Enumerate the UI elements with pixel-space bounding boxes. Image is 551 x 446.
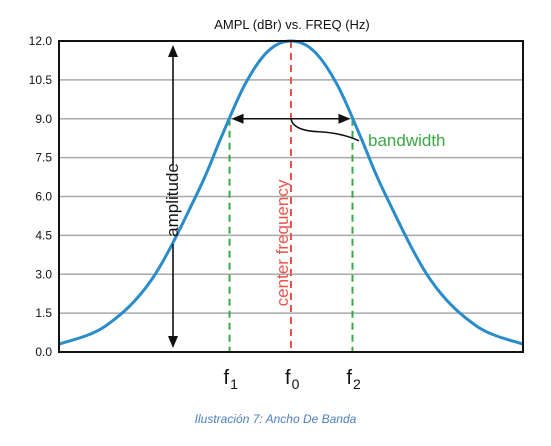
frequency-marker-labels: f1 f0 f2 — [224, 367, 362, 392]
bandwidth-label: bandwidth — [368, 131, 446, 150]
chart-title: AMPL (dBr) vs. FREQ (Hz) — [214, 17, 370, 32]
f2-subscript: 2 — [353, 376, 361, 392]
bandwidth-leader-line — [290, 118, 360, 142]
figure-caption: Ilustración 7: Ancho De Banda — [194, 412, 357, 426]
amplitude-arrow-head-down — [168, 336, 178, 348]
f2-label: f2 — [346, 367, 361, 392]
bandwidth-arrow-head-left — [231, 113, 244, 124]
plot-frame — [58, 40, 524, 353]
bandwidth-arrow — [231, 113, 360, 142]
f1-label: f1 — [224, 367, 239, 392]
y-tick-label: 6.0 — [35, 190, 52, 204]
f1-subscript: 1 — [230, 376, 238, 392]
amplitude-arrow — [168, 45, 178, 348]
amplitude-label: amplitude — [163, 163, 182, 237]
y-tick-label: 10.5 — [29, 73, 53, 87]
f0-label: f0 — [285, 367, 300, 392]
bandwidth-arrow-head-right — [338, 113, 351, 124]
y-tick-labels: 0.0 1.5 3.0 4.5 6.0 7.5 9.0 10.5 12.0 — [29, 34, 53, 359]
y-tick-label: 9.0 — [35, 112, 52, 126]
amplitude-arrow-head-up — [168, 45, 178, 57]
y-tick-label: 1.5 — [35, 306, 52, 320]
bandwidth-chart: AMPL (dBr) vs. FREQ (Hz) 0.0 1.5 3.0 4.5 6.0… — [29, 17, 524, 392]
y-tick-label: 0.0 — [35, 345, 52, 359]
f0-subscript: 0 — [292, 376, 300, 392]
y-tick-label: 3.0 — [35, 267, 52, 281]
y-tick-label: 7.5 — [35, 151, 52, 165]
y-tick-label: 12.0 — [29, 34, 53, 48]
frequency-marker-lines — [228, 41, 354, 352]
center-frequency-label: center frequency — [273, 179, 292, 306]
y-tick-label: 4.5 — [35, 228, 52, 242]
